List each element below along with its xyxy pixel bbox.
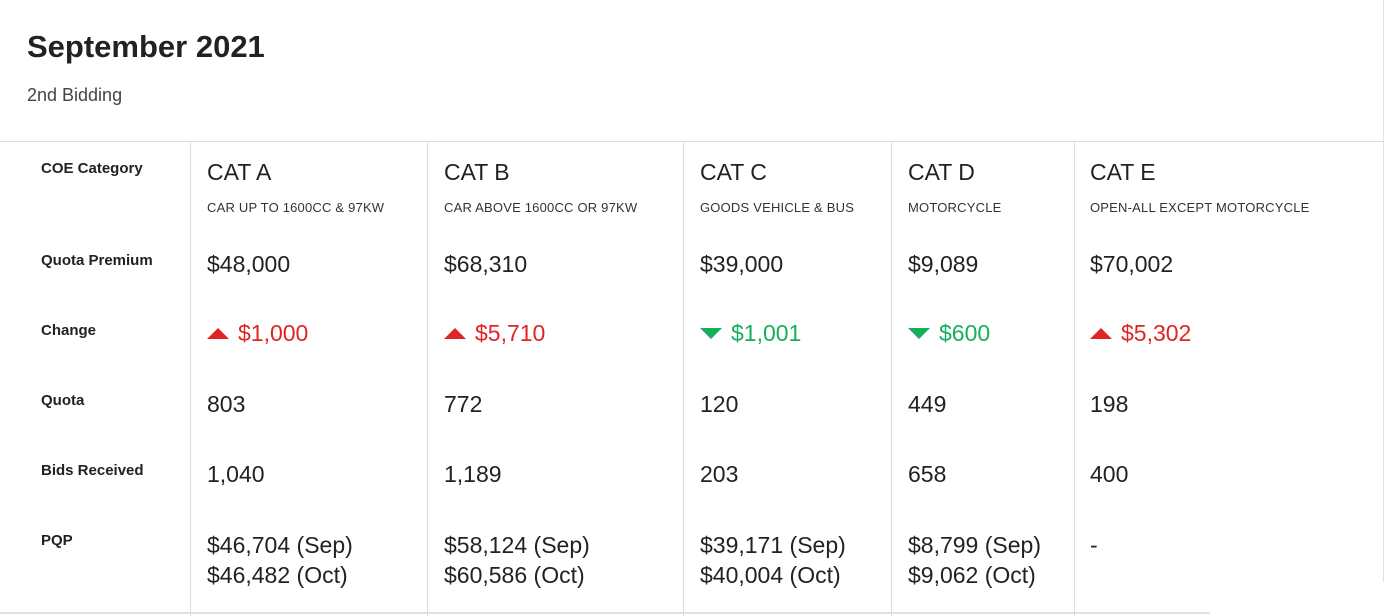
cat-b-pqp-sep: $58,124 (Sep): [444, 532, 590, 558]
cat-d-bids-received: 658: [908, 461, 947, 487]
row-label-quota: Quota: [41, 392, 85, 409]
cat-c-pqp-sep: $39,171 (Sep): [700, 532, 846, 558]
cat-b-name: CAT B: [444, 159, 510, 185]
cat-d-change: $600: [908, 320, 990, 347]
page-header: September 2021 2nd Bidding: [0, 0, 1385, 141]
cat-c-change: $1,001: [700, 320, 801, 347]
cat-c-quota: 120: [700, 391, 739, 417]
cat-d-pqp-sep: $8,799 (Sep): [908, 532, 1041, 558]
cat-a-description: CAR UP TO 1600CC & 97KW: [207, 200, 385, 215]
table-bottom-border: [0, 612, 1210, 614]
cat-b-pqp-oct: $60,586 (Oct): [444, 562, 585, 588]
row-label-pqp: PQP: [41, 532, 73, 549]
cat-e-pqp-sep: -: [1090, 532, 1098, 558]
cat-b-quota-premium: $68,310: [444, 251, 528, 277]
column-divider: [683, 142, 684, 616]
cat-a-pqp: $46,704 (Sep) $46,482 (Oct): [207, 530, 353, 590]
cat-d-quota: 449: [908, 391, 947, 417]
row-label-quota-premium: Quota Premium: [41, 252, 153, 269]
cat-c-description: GOODS VEHICLE & BUS: [700, 200, 855, 215]
cat-b-bids-received: 1,189: [444, 461, 502, 487]
cat-c-name: CAT C: [700, 159, 767, 185]
cat-a-pqp-sep: $46,704 (Sep): [207, 532, 353, 558]
cat-e-pqp: -: [1090, 530, 1098, 560]
cat-c-change-value: $1,001: [731, 320, 802, 346]
cat-d-pqp: $8,799 (Sep) $9,062 (Oct): [908, 530, 1041, 590]
cat-d-description: MOTORCYCLE: [908, 200, 1002, 215]
cat-b-quota: 772: [444, 391, 483, 417]
cat-a-quota-premium: $48,000: [207, 251, 291, 277]
cat-c-bids-received: 203: [700, 461, 739, 487]
column-divider: [1074, 142, 1075, 616]
cat-e-change-value: $5,302: [1121, 320, 1192, 346]
column-divider: [190, 142, 191, 616]
page-subtitle: 2nd Bidding: [27, 85, 123, 105]
cat-e-quota-premium: $70,002: [1090, 251, 1174, 277]
cat-d-name: CAT D: [908, 159, 975, 185]
cat-e-description: OPEN-ALL EXCEPT MOTORCYCLE: [1090, 200, 1310, 215]
cat-c-quota-premium: $39,000: [700, 251, 784, 277]
cat-d-pqp-oct: $9,062 (Oct): [908, 562, 1036, 588]
triangle-up-icon: [1090, 328, 1112, 339]
cat-b-pqp: $58,124 (Sep) $60,586 (Oct): [444, 530, 590, 590]
cat-a-change-value: $1,000: [238, 320, 309, 346]
triangle-up-icon: [207, 328, 229, 339]
cat-a-change: $1,000: [207, 320, 308, 347]
table-right-border: [1383, 0, 1384, 582]
page-title: September 2021: [27, 29, 265, 64]
triangle-down-icon: [908, 328, 930, 339]
row-label-change: Change: [41, 322, 97, 339]
header-divider: [0, 141, 1383, 142]
cat-e-change: $5,302: [1090, 320, 1191, 347]
cat-a-quota: 803: [207, 391, 246, 417]
triangle-down-icon: [700, 328, 722, 339]
cat-d-quota-premium: $9,089: [908, 251, 979, 277]
column-divider: [891, 142, 892, 616]
cat-e-bids-received: 400: [1090, 461, 1129, 487]
cat-e-quota: 198: [1090, 391, 1129, 417]
row-label-bids-received: Bids Received: [41, 462, 144, 479]
cat-c-pqp: $39,171 (Sep) $40,004 (Oct): [700, 530, 846, 590]
cat-a-name: CAT A: [207, 159, 272, 185]
column-divider: [427, 142, 428, 616]
cat-b-change-value: $5,710: [475, 320, 546, 346]
cat-c-pqp-oct: $40,004 (Oct): [700, 562, 841, 588]
row-label-coe-category: COE Category: [41, 160, 143, 177]
cat-a-pqp-oct: $46,482 (Oct): [207, 562, 348, 588]
cat-d-change-value: $600: [939, 320, 991, 346]
cat-b-description: CAR ABOVE 1600CC OR 97KW: [444, 200, 638, 215]
cat-e-name: CAT E: [1090, 159, 1156, 185]
triangle-up-icon: [444, 328, 466, 339]
cat-b-change: $5,710: [444, 320, 545, 347]
cat-a-bids-received: 1,040: [207, 461, 265, 487]
